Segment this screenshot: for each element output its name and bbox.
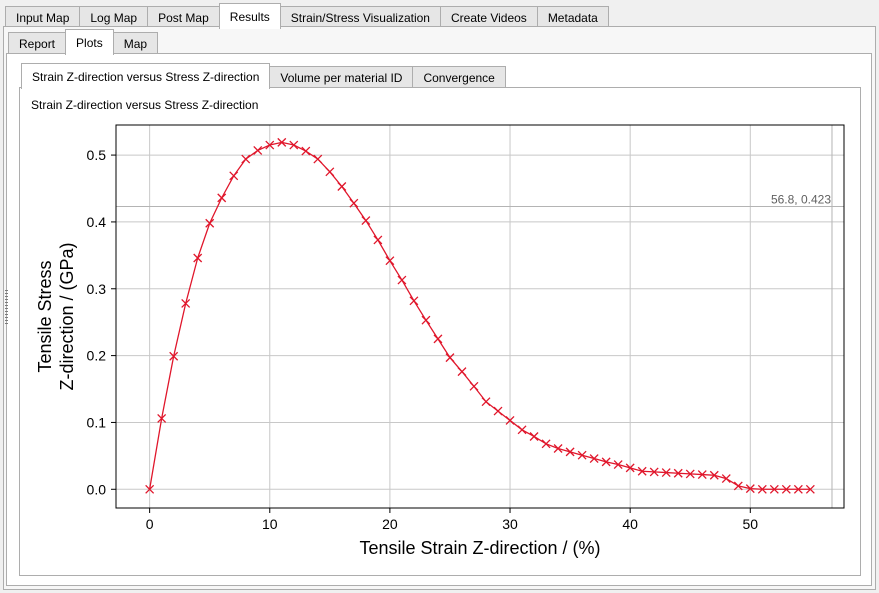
data-point [721,474,731,484]
data-point [157,413,167,423]
main-tab-3[interactable]: Results [218,3,281,29]
data-point [673,468,683,478]
data-point [757,484,767,494]
x-tick-label: 30 [502,516,518,532]
data-point [397,275,407,285]
crosshair-readout: 56.8, 0.423 [771,193,831,207]
data-point [373,235,383,245]
plot-tab-bar: Strain Z-direction versus Stress Z-direc… [21,63,506,89]
sub-tab-2[interactable]: Map [112,32,159,55]
data-point [265,140,275,150]
data-point [553,444,563,453]
series-line [148,141,811,490]
data-point [325,167,335,177]
data-point [541,439,551,449]
data-point [169,351,179,361]
data-point [217,193,227,203]
data-point [661,468,671,478]
data-point [181,299,191,308]
data-point [337,182,347,191]
plot-area [116,125,844,508]
y-axis-label-line: Tensile Stress [35,260,55,372]
data-point [625,463,635,473]
data-point [481,397,491,407]
x-tick-label: 40 [622,516,638,532]
results-sub-tab-bar: Report Plots Map [8,29,159,55]
x-tick-label: 10 [262,516,278,532]
splitter-handle[interactable] [5,290,8,324]
data-point [409,296,419,306]
data-point [433,334,443,344]
data-point [529,432,539,441]
x-axis-label: Tensile Strain Z-direction / (%) [359,538,600,558]
data-point [733,481,743,491]
data-point [361,216,371,226]
y-tick-label: 0.3 [87,281,107,297]
data-point [289,140,299,150]
data-point [385,256,395,266]
x-tick-label: 50 [743,516,759,532]
data-point [493,406,503,416]
data-point [205,218,215,228]
data-point [145,484,155,494]
x-tick-label: 20 [382,516,398,532]
data-point [781,484,791,494]
main-tab-4[interactable]: Strain/Stress Visualization [279,6,441,29]
data-point [457,367,467,377]
y-tick-label: 0.2 [87,348,107,364]
plot-tab-2[interactable]: Convergence [412,66,506,89]
data-point [613,460,623,470]
y-tick-label: 0.5 [87,147,107,163]
data-point [349,198,359,208]
data-point [469,381,479,391]
data-point [697,470,707,480]
data-point [253,145,263,155]
data-point [589,454,599,463]
data-point [505,415,515,425]
data-point [745,484,755,494]
data-point [793,484,803,494]
data-point [769,484,779,494]
main-tab-bar: Input Map Log Map Post Map Results Strain/St… [5,3,609,29]
x-tick-label: 0 [146,516,154,532]
data-point [421,315,431,325]
plot-title: Strain Z-direction versus Stress Z-direc… [31,98,259,112]
y-tick-label: 0.0 [87,481,107,497]
y-tick-label: 0.1 [87,414,107,430]
data-point [517,425,527,435]
data-point [277,137,287,147]
sub-tab-0[interactable]: Report [8,32,67,55]
main-tab-5[interactable]: Create Videos [439,6,538,29]
data-point [445,353,455,363]
main-tab-2[interactable]: Post Map [147,6,220,29]
data-point [301,146,311,156]
plot-tab-1[interactable]: Volume per material ID [269,66,414,89]
data-point [229,171,239,181]
main-tab-1[interactable]: Log Map [79,6,149,29]
main-tab-0[interactable]: Input Map [5,6,81,29]
data-point [637,466,647,476]
data-point [565,447,575,457]
data-point [577,450,587,460]
data-point [709,470,719,480]
sub-tab-1[interactable]: Plots [65,29,114,55]
main-tab-6[interactable]: Metadata [536,6,609,29]
data-point [601,457,611,467]
data-point [193,253,203,263]
y-axis-label: Tensile Stress Z-direction / (GPa) [35,242,77,390]
plot-frame [115,124,845,509]
data-point [313,154,323,164]
y-tick-label: 0.4 [87,214,107,230]
data-point [649,467,659,477]
plot-tab-0[interactable]: Strain Z-direction versus Stress Z-direc… [21,63,271,89]
data-point [241,154,251,164]
y-axis-label-line: Z-direction / (GPa) [57,242,77,390]
data-point [805,484,815,494]
data-point [685,469,695,479]
